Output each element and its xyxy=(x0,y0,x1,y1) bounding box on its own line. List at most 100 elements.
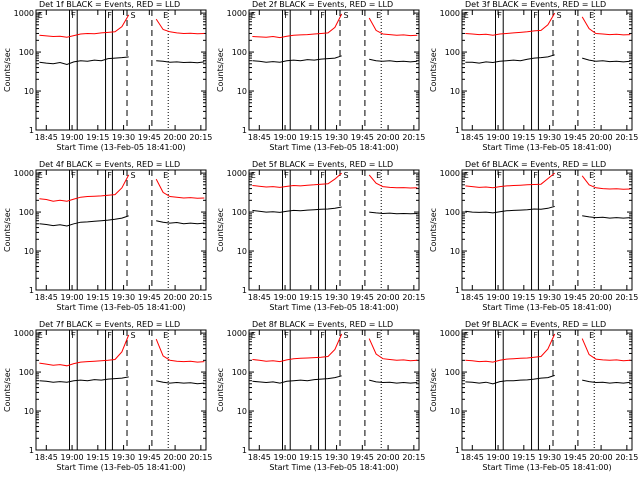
event-label: F xyxy=(71,331,76,340)
event-label: E xyxy=(38,171,43,180)
panel: Det 4f BLACK = Events, RED = LLD Counts/s… xyxy=(3,160,212,312)
y-tick-label: 1000 xyxy=(440,169,460,178)
x-tick-label: 18:45 xyxy=(461,133,484,142)
y-tick-label: 100 xyxy=(445,368,460,377)
event-label: E xyxy=(251,171,256,180)
event-label: E xyxy=(464,11,469,20)
panel: Det 3f BLACK = Events, RED = LLD Counts/s… xyxy=(429,0,638,152)
x-tick-label: 19:00 xyxy=(487,453,510,462)
x-tick-label: 20:15 xyxy=(189,293,212,302)
event-label: F xyxy=(497,331,502,340)
y-tick-label: 10 xyxy=(24,87,34,96)
y-tick-label: 10 xyxy=(24,407,34,416)
y-axis-label: Counts/sec xyxy=(429,48,438,92)
x-tick-label: 19:00 xyxy=(61,133,84,142)
y-tick-label: 1 xyxy=(29,286,34,295)
event-label: E xyxy=(376,11,381,20)
chart-title: Det 5f BLACK = Events, RED = LLD xyxy=(252,160,393,169)
x-tick-label: 18:45 xyxy=(248,133,271,142)
series-line xyxy=(465,333,631,363)
x-axis-label: Start Time (13-Feb-05 18:41:00) xyxy=(56,303,185,312)
event-label: S xyxy=(343,11,348,20)
chart-title: Det 3f BLACK = Events, RED = LLD xyxy=(465,0,606,9)
event-label: S xyxy=(130,331,135,340)
event-label: F xyxy=(320,331,325,340)
x-axis-label: Start Time (13-Feb-05 18:41:00) xyxy=(269,303,398,312)
event-label: F xyxy=(497,171,502,180)
x-tick-label: 19:45 xyxy=(564,453,587,462)
y-tick-label: 100 xyxy=(19,368,34,377)
event-label: F xyxy=(497,11,502,20)
panel: Det 8f BLACK = Events, RED = LLD Counts/s… xyxy=(216,320,425,472)
plot-frame xyxy=(35,329,207,451)
event-label: S xyxy=(556,331,561,340)
x-tick-label: 20:15 xyxy=(402,133,425,142)
x-tick-label: 19:00 xyxy=(61,293,84,302)
y-tick-label: 1000 xyxy=(440,329,460,338)
event-label: F xyxy=(107,11,112,20)
y-tick-label: 1 xyxy=(242,286,247,295)
x-tick-label: 19:15 xyxy=(512,293,535,302)
x-tick-label: 20:15 xyxy=(615,293,638,302)
y-tick-label: 100 xyxy=(445,48,460,57)
x-tick-label: 19:30 xyxy=(112,133,135,142)
y-tick-label: 1000 xyxy=(227,9,247,18)
series-line xyxy=(252,333,418,363)
event-label: E xyxy=(163,331,168,340)
y-tick-label: 10 xyxy=(237,247,247,256)
panel: Det 9f BLACK = Events, RED = LLD Counts/s… xyxy=(429,320,638,472)
event-label: E xyxy=(376,171,381,180)
panel: Det 6f BLACK = Events, RED = LLD Counts/s… xyxy=(429,160,638,312)
x-tick-label: 18:45 xyxy=(461,453,484,462)
event-label: F xyxy=(107,331,112,340)
y-tick-label: 100 xyxy=(232,48,247,57)
y-axis-label: Counts/sec xyxy=(3,368,12,412)
series-line xyxy=(252,172,418,189)
x-tick-label: 20:15 xyxy=(615,453,638,462)
y-tick-label: 1 xyxy=(455,286,460,295)
y-tick-label: 10 xyxy=(237,87,247,96)
x-tick-label: 19:00 xyxy=(274,293,297,302)
x-tick-label: 19:30 xyxy=(325,293,348,302)
y-axis-label: Counts/sec xyxy=(3,48,12,92)
series-line xyxy=(465,54,631,64)
series-line xyxy=(465,12,631,36)
event-label: E xyxy=(589,171,594,180)
chart-title: Det 1f BLACK = Events, RED = LLD xyxy=(39,0,180,9)
x-tick-label: 19:30 xyxy=(538,133,561,142)
x-tick-label: 19:45 xyxy=(351,453,374,462)
y-tick-label: 100 xyxy=(232,208,247,217)
y-tick-label: 1000 xyxy=(14,329,34,338)
x-tick-label: 18:45 xyxy=(35,293,58,302)
x-tick-label: 20:15 xyxy=(189,133,212,142)
x-tick-label: 20:00 xyxy=(590,453,613,462)
series-line xyxy=(39,334,205,367)
chart-title: Det 4f BLACK = Events, RED = LLD xyxy=(39,160,180,169)
x-tick-label: 19:15 xyxy=(86,133,109,142)
event-label: S xyxy=(130,171,135,180)
x-tick-label: 20:00 xyxy=(590,133,613,142)
plot-frame xyxy=(35,169,207,291)
event-label: E xyxy=(38,331,43,340)
y-tick-label: 100 xyxy=(19,48,34,57)
x-axis-label: Start Time (13-Feb-05 18:41:00) xyxy=(482,143,611,152)
series-line xyxy=(465,205,631,219)
chart-title: Det 8f BLACK = Events, RED = LLD xyxy=(252,320,393,329)
x-tick-label: 19:30 xyxy=(538,293,561,302)
x-tick-label: 19:15 xyxy=(299,453,322,462)
series-line xyxy=(39,14,205,38)
event-label: E xyxy=(589,11,594,20)
x-axis-label: Start Time (13-Feb-05 18:41:00) xyxy=(482,303,611,312)
x-axis-label: Start Time (13-Feb-05 18:41:00) xyxy=(482,463,611,472)
x-tick-label: 19:30 xyxy=(325,453,348,462)
y-tick-label: 10 xyxy=(237,407,247,416)
x-tick-label: 19:30 xyxy=(112,293,135,302)
event-label: F xyxy=(284,11,289,20)
event-label: E xyxy=(251,11,256,20)
event-label: F xyxy=(107,171,112,180)
x-tick-label: 20:15 xyxy=(189,453,212,462)
event-label: F xyxy=(284,331,289,340)
x-axis-label: Start Time (13-Feb-05 18:41:00) xyxy=(269,143,398,152)
chart-title: Det 6f BLACK = Events, RED = LLD xyxy=(465,160,606,169)
series-line xyxy=(465,172,631,190)
